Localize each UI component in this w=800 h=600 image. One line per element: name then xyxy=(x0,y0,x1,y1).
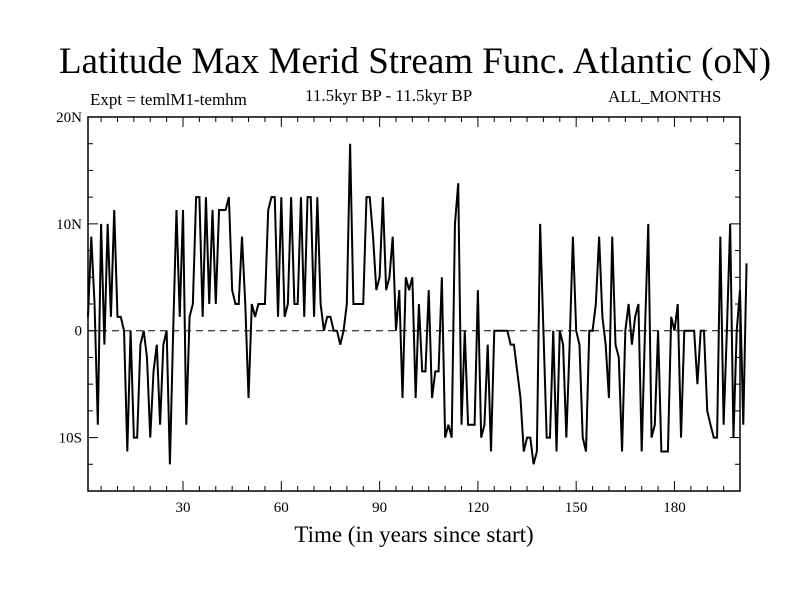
x-axis-label: Time (in years since start) xyxy=(294,522,534,547)
x-tick-label: 30 xyxy=(176,500,191,516)
chart-title: Latitude Max Merid Stream Func. Atlantic… xyxy=(58,41,772,82)
series-line xyxy=(87,143,748,465)
period-label: 11.5kyr BP - 11.5kyr BP xyxy=(305,86,473,105)
y-tick-label: 0 xyxy=(75,324,83,340)
y-tick-label: 20N xyxy=(56,110,82,126)
data-series xyxy=(87,143,748,465)
tick-marks xyxy=(88,116,740,491)
x-tick-label: 120 xyxy=(467,500,490,516)
x-tick-label: 90 xyxy=(372,500,387,516)
months-label: ALL_MONTHS xyxy=(608,87,722,106)
x-tick-label: 180 xyxy=(663,500,686,516)
y-tick-label: 10S xyxy=(59,431,82,447)
x-tick-label: 60 xyxy=(274,500,289,516)
experiment-label: Expt = temlM1-temhm xyxy=(90,90,247,109)
y-tick-label: 10N xyxy=(56,217,82,233)
plot-frame xyxy=(87,116,741,492)
plot-frame-group xyxy=(87,116,741,492)
x-tick-label: 150 xyxy=(565,500,588,516)
tick-labels: 30 60 90 120 150 180 10S 0 10N 20N xyxy=(56,110,686,516)
